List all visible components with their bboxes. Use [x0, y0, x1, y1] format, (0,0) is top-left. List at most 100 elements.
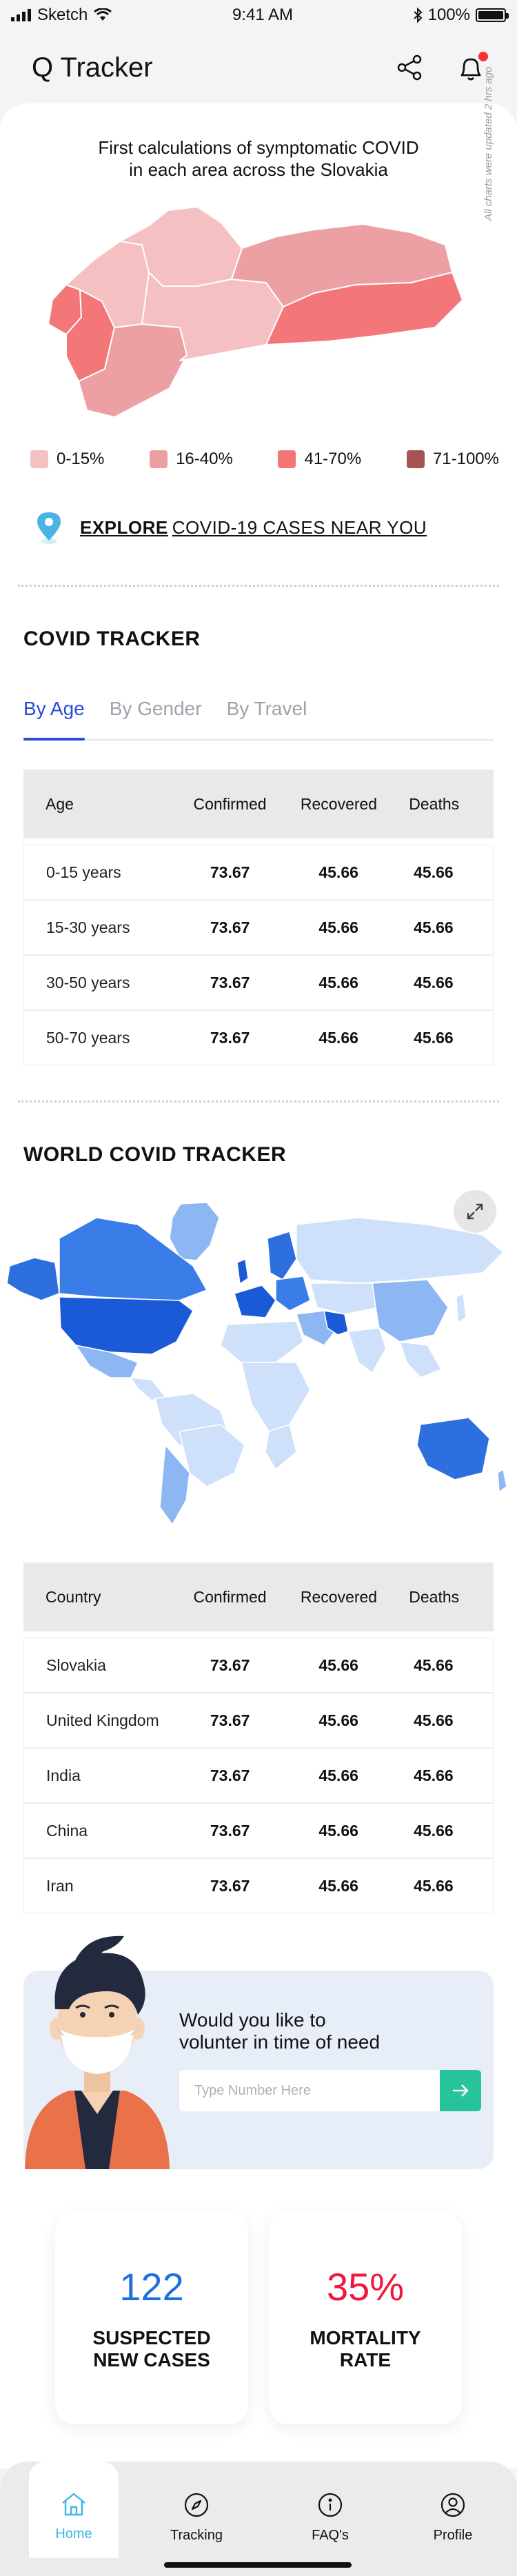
share-button[interactable] [394, 52, 426, 83]
cell: 45.66 [414, 1876, 454, 1895]
country-table: Country Confirmed Recovered Deaths Slova… [23, 1562, 494, 1913]
age-table: Age Confirmed Recovered Deaths 0-15 year… [23, 769, 494, 1065]
region-kosice[interactable] [265, 272, 463, 345]
region-uk[interactable] [236, 1258, 249, 1285]
table-row: China 73.67 45.66 45.66 [23, 1804, 494, 1858]
cell: 73.67 [210, 973, 250, 992]
column-header: Deaths [409, 1587, 460, 1606]
nav-profile[interactable]: Profile [408, 2478, 498, 2572]
volunteer-submit-button[interactable] [440, 2070, 481, 2111]
cell: 45.66 [414, 1766, 454, 1784]
cell: 45.66 [414, 918, 454, 936]
explore-link[interactable]: EXPLORE COVID-19 CASES NEAR YOU [34, 510, 427, 545]
suspected-cases-card: 122 SUSPECTED NEW CASES [55, 2212, 248, 2424]
nav-faqs[interactable]: FAQ's [285, 2478, 375, 2572]
divider [18, 585, 499, 587]
bell-icon [460, 58, 481, 81]
region-russia[interactable] [296, 1217, 504, 1284]
region-canada[interactable] [59, 1217, 207, 1301]
column-header: Country [45, 1587, 101, 1606]
battery-icon [475, 8, 509, 22]
table-row: 15-30 years 73.67 45.66 45.66 [23, 900, 494, 954]
explore-bold: EXPLORE [80, 516, 168, 538]
nav-tracking[interactable]: Tracking [152, 2478, 241, 2572]
cell: United Kingdom [46, 1711, 159, 1729]
table-row: Iran 73.67 45.66 45.66 [23, 1859, 494, 1913]
cell: 45.66 [414, 863, 454, 881]
region-north-africa[interactable] [220, 1320, 304, 1363]
volunteer-line-2: volunter in time of need [179, 2031, 381, 2053]
explore-rest: COVID-19 CASES NEAR YOU [172, 516, 427, 538]
cell: 45.66 [414, 1656, 454, 1674]
nav-label: FAQ's [312, 2528, 349, 2543]
legend-swatch [278, 450, 296, 468]
expand-map-button[interactable] [454, 1190, 496, 1233]
region-western-europe[interactable] [234, 1285, 276, 1318]
stat-label-line-1: MORTALITY [310, 2327, 421, 2348]
region-eastern-europe[interactable] [275, 1276, 311, 1311]
table-header: Country Confirmed Recovered Deaths [23, 1562, 494, 1631]
profile-icon [440, 2493, 465, 2517]
cell: 45.66 [414, 1711, 454, 1729]
region-scandinavia[interactable] [267, 1231, 297, 1280]
column-header: Recovered [300, 794, 378, 813]
stat-label: SUSPECTED NEW CASES [55, 2327, 248, 2371]
legend-item: 0-15% [30, 450, 104, 469]
region-southern-africa[interactable] [265, 1424, 297, 1470]
region-japan[interactable] [456, 1293, 467, 1323]
volunteer-illustration [25, 1935, 170, 2169]
stat-label-line-2: NEW CASES [93, 2349, 210, 2371]
region-new-zealand[interactable] [497, 1469, 507, 1493]
volunteer-phone-input[interactable] [179, 2070, 441, 2111]
legend-item: 16-40% [150, 450, 233, 469]
region-central-asia[interactable] [310, 1282, 380, 1315]
cell: 45.66 [318, 1711, 358, 1729]
cell: Iran [46, 1876, 74, 1895]
nav-label: Profile [433, 2528, 473, 2543]
tab-by-age[interactable]: By Age [23, 695, 85, 741]
map-title-line-1: First calculations of symptomatic COVID [98, 137, 419, 158]
cell: China [46, 1821, 88, 1840]
region-argentina[interactable] [159, 1445, 190, 1525]
legend-swatch [30, 450, 48, 468]
cell: 45.66 [318, 1821, 358, 1840]
region-usa[interactable] [59, 1296, 194, 1355]
region-china[interactable] [372, 1279, 449, 1342]
region-alaska[interactable] [6, 1257, 60, 1301]
table-header: Age Confirmed Recovered Deaths [23, 769, 494, 838]
map-title: First calculations of symptomatic COVID … [55, 137, 462, 181]
cell: 45.66 [318, 1028, 358, 1047]
expand-icon [467, 1203, 483, 1220]
tab-by-travel[interactable]: By Travel [226, 698, 307, 719]
cell: 45.66 [318, 1766, 358, 1784]
cell: 45.66 [318, 973, 358, 992]
stat-label-line-2: RATE [339, 2349, 392, 2371]
cell: 73.67 [210, 1766, 250, 1784]
cell: 45.66 [318, 1876, 358, 1895]
region-central-africa[interactable] [241, 1362, 311, 1432]
cell: 73.67 [210, 1656, 250, 1674]
cell: 45.66 [414, 1028, 454, 1047]
legend-label: 41-70% [304, 450, 362, 468]
mortality-rate-card: 35% MORTALITY RATE [269, 2212, 462, 2424]
app-header: Q Tracker [0, 37, 517, 98]
region-india[interactable] [347, 1327, 387, 1373]
clock: 9:41 AM [232, 6, 294, 24]
notifications-button[interactable] [455, 52, 488, 83]
share-icon [397, 54, 422, 81]
table-row: Slovakia 73.67 45.66 45.66 [23, 1638, 494, 1692]
map-legend: 0-15% 16-40% 41-70% 71-100% [30, 450, 499, 469]
nav-label: Tracking [170, 2528, 223, 2543]
region-greenland[interactable] [169, 1202, 220, 1261]
region-southeast-asia[interactable] [399, 1341, 442, 1378]
arrow-right-icon [453, 2084, 469, 2097]
tab-by-gender[interactable]: By Gender [109, 698, 202, 719]
column-header: Confirmed [193, 794, 267, 813]
cell: 73.67 [210, 1821, 250, 1840]
region-central-america[interactable] [130, 1377, 166, 1401]
cell: India [46, 1766, 81, 1784]
nav-home[interactable]: Home [29, 2462, 119, 2558]
region-australia[interactable] [416, 1417, 490, 1480]
volunteer-line-1: Would you like to [179, 2009, 326, 2031]
legend-label: 16-40% [176, 450, 233, 468]
